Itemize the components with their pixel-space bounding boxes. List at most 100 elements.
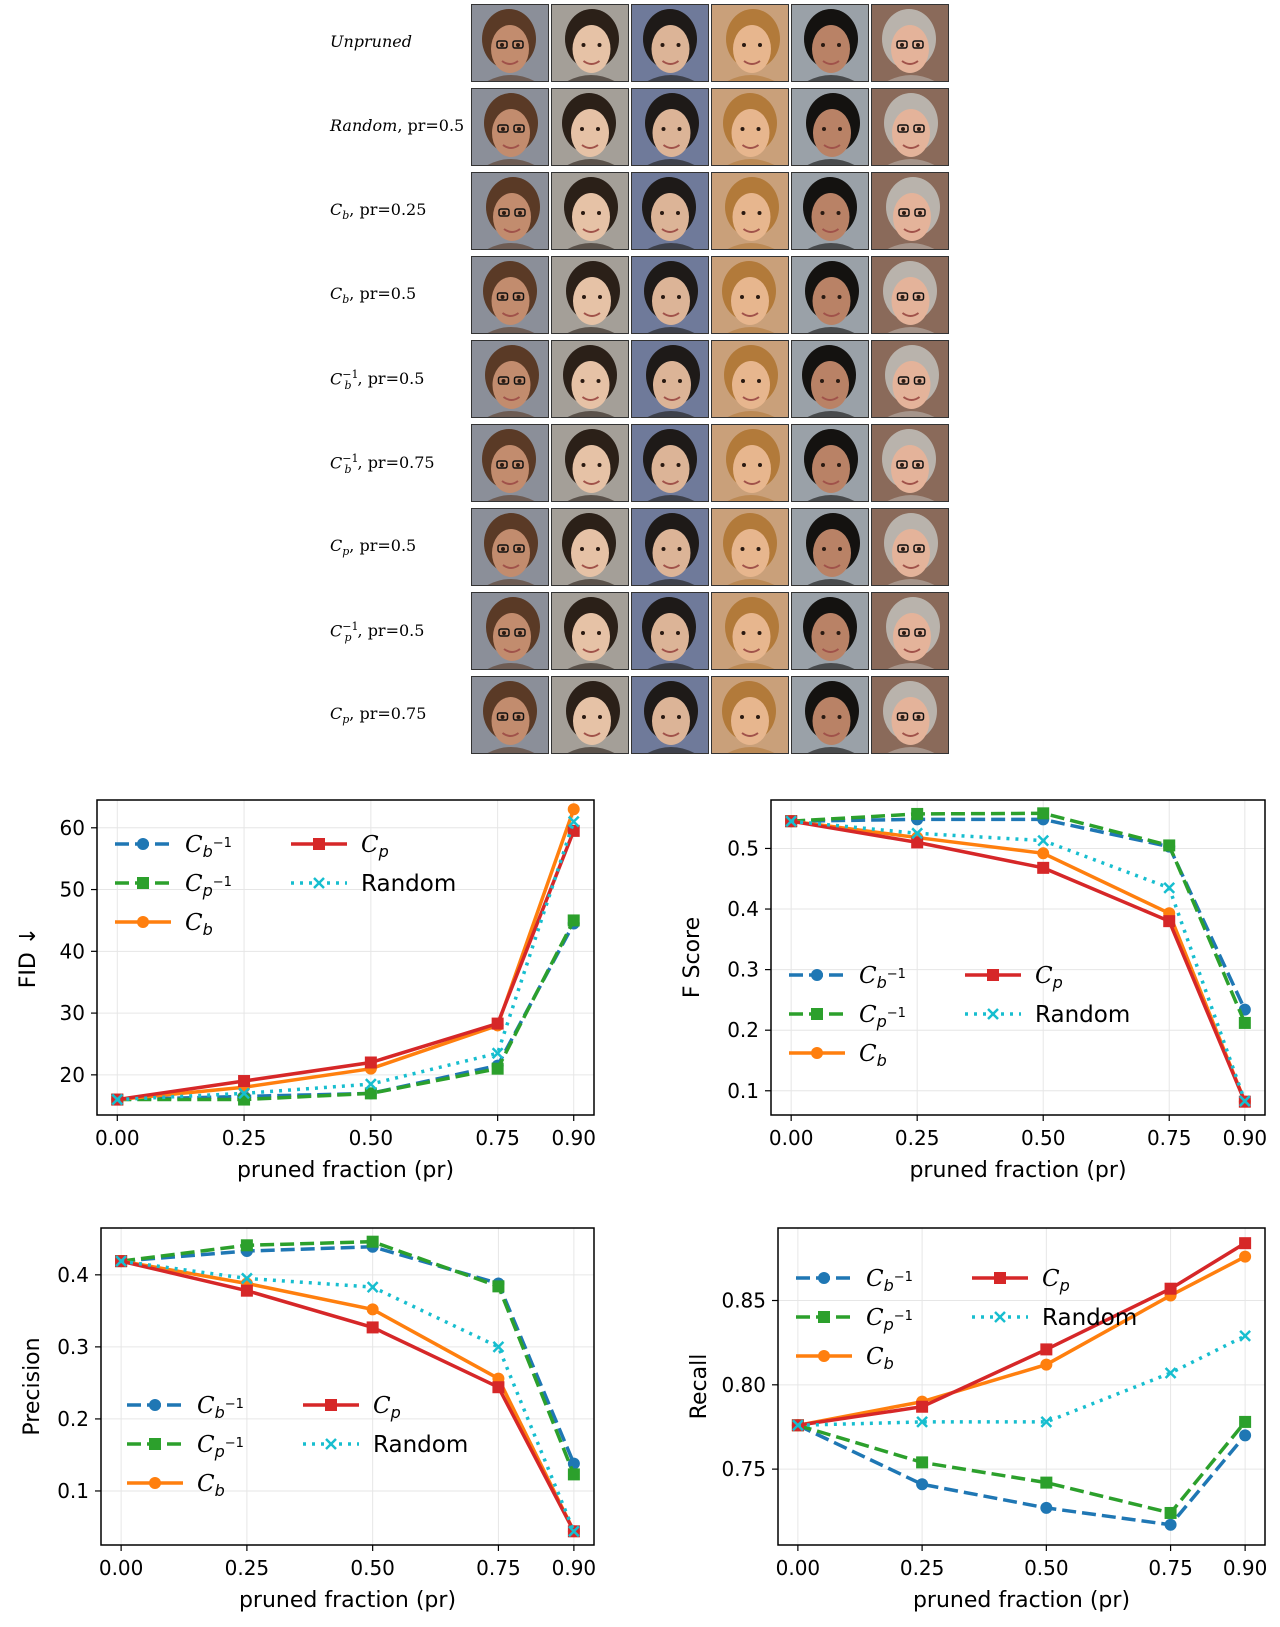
data-point [1164,1506,1177,1519]
legend-marker [811,1047,823,1059]
face-image [551,340,629,418]
data-point [1037,847,1050,860]
face-image [631,592,709,670]
data-point [111,1093,124,1106]
y-axis-label: FID ↓ [16,927,41,989]
x-axis-label: pruned fraction (pr) [237,1158,454,1183]
legend-marker [818,1272,830,1284]
legend-marker [811,969,823,981]
legend-label: Cp−1 [185,871,232,900]
series-cb_inv [791,1419,1252,1531]
legend-marker [137,838,149,850]
data-point [1037,807,1050,820]
legend-label: Cb−1 [185,832,232,861]
legend-label: Random [373,1432,468,1458]
legend-marker [137,877,149,889]
data-point [1164,1367,1177,1379]
face-image [631,88,709,166]
legend-item-cb_inv: Cb−1 [796,1266,913,1295]
row-label-superscript: −1 [342,368,359,381]
face-image [791,88,869,166]
data-point [916,1478,929,1491]
y-axis-label: Precision [20,1337,45,1435]
series-random [785,815,1251,1107]
face-image [711,592,789,670]
face-image [711,172,789,250]
legend-label: Cp−1 [866,1305,913,1334]
row-label-superscript: −1 [342,620,359,633]
plot-frame [777,1227,1266,1546]
legend-label: Cp−1 [859,1002,906,1031]
data-point [1164,1518,1177,1531]
y-axis-label: Recall [687,1354,712,1420]
row-label-name: Random [330,116,398,135]
data-point [567,914,580,927]
face-image [871,508,949,586]
legend-marker [811,1008,823,1020]
legend-item-cp: Cp [291,832,389,861]
data-point [1238,1016,1251,1029]
series-line [117,821,576,1102]
legend-marker [987,969,999,981]
data-point [492,1280,505,1293]
row-label-setting: , pr=0.25 [349,200,427,219]
face-image [471,256,549,334]
x-tick-label: 0.75 [476,1556,521,1580]
legend-label: Random [1042,1305,1137,1331]
grid-row-label: Cp, pr=0.75 [330,704,426,726]
series-cp [785,815,1251,1108]
x-axis-label: pruned fraction (pr) [913,1588,1130,1613]
data-point [1239,1250,1252,1263]
face-image [631,676,709,754]
data-point [364,1056,377,1069]
face-image [631,4,709,82]
face-image [471,508,549,586]
face-image [871,340,949,418]
y-tick-label: 0.1 [727,1079,759,1103]
face-image [631,172,709,250]
row-label-subscript: p [342,545,350,559]
x-tick-label: 0.50 [1021,1126,1066,1150]
face-image [791,508,869,586]
y-tick-label: 0.1 [57,1479,89,1503]
row-label-setting: , pr=0.75 [357,453,435,473]
row-label-name: C [330,453,343,473]
y-tick-label: 0.4 [57,1263,89,1287]
face-image [791,172,869,250]
legend-item-cb: Cb [127,1471,225,1500]
series-cp [791,1237,1252,1432]
face-image [551,424,629,502]
x-tick-label: 0.50 [350,1556,395,1580]
y-tick-label: 20 [60,1063,85,1087]
data-point [241,1272,253,1285]
y-tick-label: 60 [60,816,85,840]
series-line [797,1423,1247,1527]
x-axis-label: pruned fraction (pr) [909,1158,1126,1183]
row-label-subscript: p [342,713,350,727]
x-tick-label: 0.00 [776,1556,821,1580]
row-label-name: C [330,621,343,641]
legend-marker [818,1350,830,1362]
x-tick-label: 0.25 [895,1126,940,1150]
data-point [1238,1095,1251,1107]
face-image [791,340,869,418]
y-tick-label: 30 [60,1001,85,1025]
row-label-name: C [330,536,343,555]
row-label-superscript: −1 [342,452,359,465]
data-point [366,1281,379,1293]
face-image [551,256,629,334]
legend-label: Cp−1 [197,1432,244,1461]
y-axis-label: F Score [680,917,705,998]
row-label-setting: , pr=0.5 [357,621,425,641]
x-tick-label: 0.50 [1024,1556,1069,1580]
legend: Cb−1 Cp−1 Cb Cp Random [115,832,456,939]
face-image [631,256,709,334]
face-image [551,172,629,250]
y-tick-label: 0.80 [721,1373,766,1397]
series-cb_inv [785,813,1251,1016]
row-label-name: C [330,369,343,389]
face-image [471,4,549,82]
legend-marker [149,1477,161,1489]
legend-marker [313,838,325,850]
face-image [711,508,789,586]
